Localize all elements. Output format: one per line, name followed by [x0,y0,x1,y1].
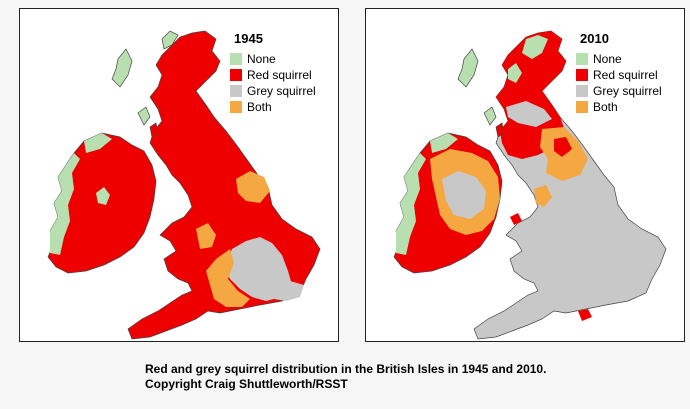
legend-swatch-red-squirrel [230,69,242,81]
both-northeast-2010 [534,185,552,207]
north-scotland-none-1945 [161,30,179,50]
ireland-grey-2010 [442,171,486,219]
red-anglesey-2010 [510,213,522,225]
map-2010 [393,30,667,340]
both-wales-1945 [196,223,216,249]
legend-item-none: None [576,51,662,67]
ireland-none-west-2010 [396,153,426,255]
caption-line-2: Copyright Craig Shuttleworth/RSST [145,377,348,391]
legend-swatch-none [576,53,588,65]
legend-swatch-both [576,101,588,113]
map-panel-1945: 1945 None Red squirrel Grey squirrel Bot… [19,8,339,342]
arran-2010 [495,122,505,138]
legend-1945: None Red squirrel Grey squirrel Both [230,51,316,115]
year-label-1945: 1945 [234,31,263,46]
legend-swatch-both [230,101,242,113]
scotland-none-west-2010 [508,63,522,83]
legend-label-grey-squirrel: Grey squirrel [247,84,316,98]
both-midlands-1945 [206,249,250,307]
legend-item-red-squirrel: Red squirrel [230,67,316,83]
caption-line-1: Red and grey squirrel distribution in th… [145,362,547,376]
legend-label-both: Both [593,100,618,114]
figure-caption: Red and grey squirrel distribution in th… [145,362,546,392]
legend-item-red-squirrel: Red squirrel [576,67,662,83]
legend-label-red-squirrel: Red squirrel [593,68,658,82]
scotland-grey-central-2010 [506,101,552,127]
legend-swatch-none [230,53,242,65]
legend-2010: None Red squirrel Grey squirrel Both [576,51,662,115]
ireland-none-central-1945 [96,187,110,205]
both-yorkshire-1945 [236,171,270,203]
red-isle-of-wight-2010 [578,309,592,321]
scotland-none-north-2010 [522,35,548,59]
legend-item-none: None [230,51,316,67]
legend-swatch-grey-squirrel [230,85,242,97]
islay-2010 [483,106,497,126]
legend-item-grey-squirrel: Grey squirrel [576,83,662,99]
legend-swatch-red-squirrel [576,69,588,81]
legend-item-grey-squirrel: Grey squirrel [230,83,316,99]
legend-item-both: Both [576,99,662,115]
legend-label-none: None [593,52,622,66]
scotland-red-2010 [496,31,566,159]
map-panel-2010: 2010 None Red squirrel Grey squirrel Bot… [365,8,685,342]
map-1945 [47,30,321,340]
legend-label-none: None [247,52,276,66]
legend-swatch-grey-squirrel [576,85,588,97]
red-northumberland-2010 [554,137,572,157]
hebrides-1945 [111,48,133,88]
grey-south-1945 [272,281,304,301]
legend-item-both: Both [230,99,316,115]
ireland-none-west-1945 [50,153,80,255]
legend-label-red-squirrel: Red squirrel [247,68,312,82]
legend-label-grey-squirrel: Grey squirrel [593,84,662,98]
arran-1945 [149,122,159,138]
legend-label-both: Both [247,100,272,114]
hebrides-2010 [457,48,479,88]
islay-1945 [137,106,151,126]
ireland-none-north-1945 [84,133,112,153]
ireland-none-north-2010 [430,133,458,153]
year-label-2010: 2010 [580,31,609,46]
